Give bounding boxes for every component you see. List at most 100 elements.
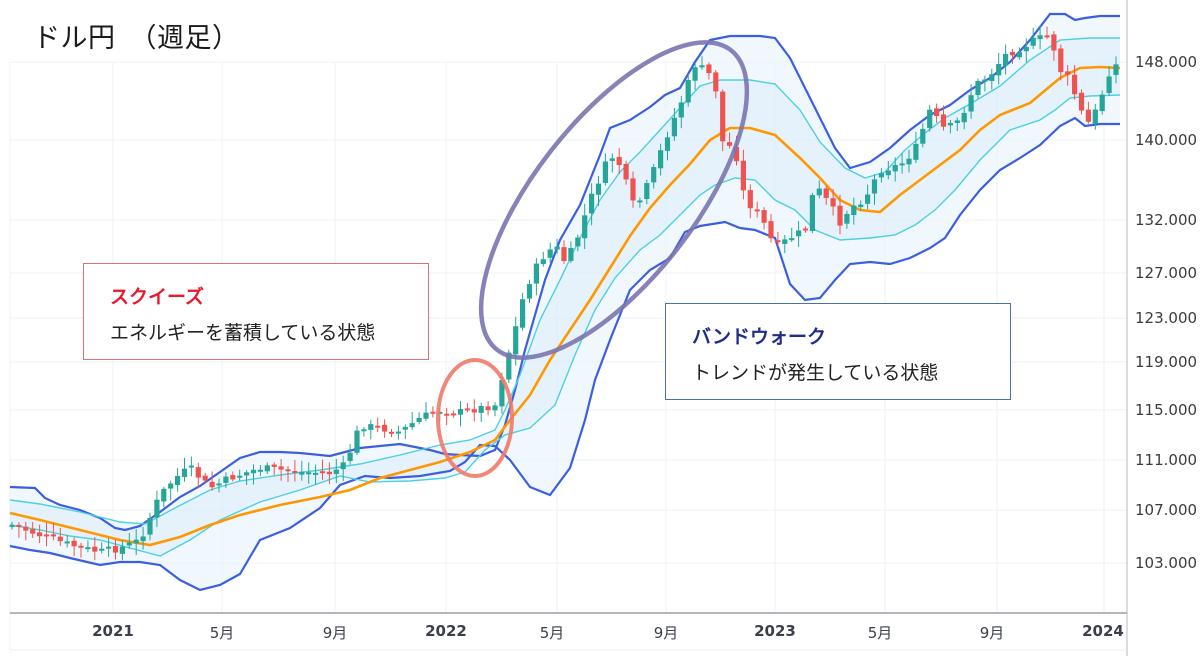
up-candle [858, 204, 864, 208]
up-candle [1037, 35, 1043, 40]
up-candle [892, 164, 898, 172]
up-candle [589, 193, 595, 214]
up-candle [1092, 109, 1098, 124]
down-candle [71, 540, 77, 547]
up-candle [796, 230, 802, 237]
up-candle [64, 541, 70, 544]
up-candle [395, 431, 401, 434]
down-candle [740, 160, 746, 191]
up-candle [140, 536, 146, 542]
down-candle [830, 198, 836, 207]
up-candle [996, 64, 1002, 76]
up-candle [602, 161, 608, 183]
down-candle [16, 524, 22, 528]
y-tick: 107.000 [1135, 501, 1198, 519]
y-tick: 127.000 [1135, 264, 1198, 282]
chart-title: ドル円 （週足） [33, 23, 240, 54]
up-candle [244, 472, 250, 476]
up-candle [989, 74, 995, 81]
down-candle [837, 205, 843, 226]
y-tick: 111.000 [1135, 451, 1198, 469]
up-candle [975, 80, 981, 96]
up-candle [671, 117, 677, 137]
x-tick: 2024 [1082, 622, 1124, 640]
squeeze-annotation: スクイーズ エネルギーを蓄積している状態 [83, 263, 429, 360]
x-tick: 5月 [209, 624, 235, 642]
down-candle [202, 475, 208, 481]
up-candle [906, 158, 912, 165]
up-candle [409, 423, 415, 428]
up-candle [961, 112, 967, 123]
down-candle [747, 190, 753, 209]
down-candle [195, 467, 201, 478]
down-candle [464, 408, 470, 411]
up-candle [789, 238, 795, 241]
up-candle [188, 465, 194, 468]
squeeze-description: エネルギーを蓄積している状態 [110, 322, 376, 344]
up-candle [237, 475, 243, 478]
candles [9, 25, 1119, 561]
up-candle [154, 499, 160, 518]
down-candle [430, 411, 436, 414]
y-tick: 123.000 [1135, 309, 1198, 327]
up-candle [954, 120, 960, 124]
up-candle [844, 213, 850, 224]
up-candle [651, 167, 657, 183]
band-walk-ellipse [478, 40, 750, 360]
up-candle [947, 122, 953, 126]
down-candle [1044, 35, 1050, 38]
band-walk-description: トレンドが発生している状態 [692, 362, 939, 384]
up-candle [354, 430, 360, 453]
squeeze-heading: スクイーズ [110, 286, 205, 308]
up-candle [99, 548, 105, 551]
up-candle [582, 215, 588, 239]
y-tick: 103.000 [1135, 554, 1198, 572]
up-candle [782, 239, 788, 244]
up-candle [699, 65, 705, 68]
up-candle [913, 143, 919, 160]
up-candle [368, 424, 374, 430]
down-candle [485, 406, 491, 411]
down-candle [230, 475, 236, 480]
down-candle [388, 431, 395, 434]
up-candle [526, 284, 533, 299]
down-candle [706, 64, 712, 74]
up-candle [968, 95, 974, 112]
up-candle [478, 405, 484, 413]
y-tick: 140.000 [1135, 131, 1198, 149]
up-candle [554, 246, 560, 250]
down-candle [1058, 48, 1064, 73]
up-candle [402, 426, 408, 430]
up-candle [658, 150, 664, 169]
up-candle [119, 546, 125, 554]
down-candle [285, 469, 291, 472]
up-candle [1030, 37, 1036, 46]
down-candle [616, 156, 622, 165]
up-candle [181, 468, 188, 478]
middle-band [9, 65, 1121, 547]
down-candle [57, 536, 63, 542]
up-candle [513, 326, 519, 355]
down-candle [754, 209, 760, 212]
up-candle [223, 476, 229, 483]
up-candle [147, 517, 153, 535]
down-candle [940, 114, 947, 127]
up-candle [664, 137, 671, 151]
up-candle [865, 194, 871, 204]
y-tick: 148.000 [1135, 53, 1198, 71]
up-candle [885, 170, 891, 176]
up-candle [851, 205, 857, 216]
up-candle [575, 237, 581, 247]
down-candle [326, 471, 332, 475]
down-candle [733, 147, 740, 162]
up-candle [133, 539, 139, 544]
down-candle [1051, 34, 1057, 51]
x-tick: 9月 [653, 624, 679, 642]
up-candle [457, 408, 464, 415]
up-candle [257, 469, 263, 472]
up-candle [347, 452, 353, 461]
up-candle [899, 163, 905, 166]
down-candle [802, 228, 809, 231]
band-walk-heading: バンドウォーク [692, 326, 826, 348]
down-candle [1072, 74, 1078, 95]
